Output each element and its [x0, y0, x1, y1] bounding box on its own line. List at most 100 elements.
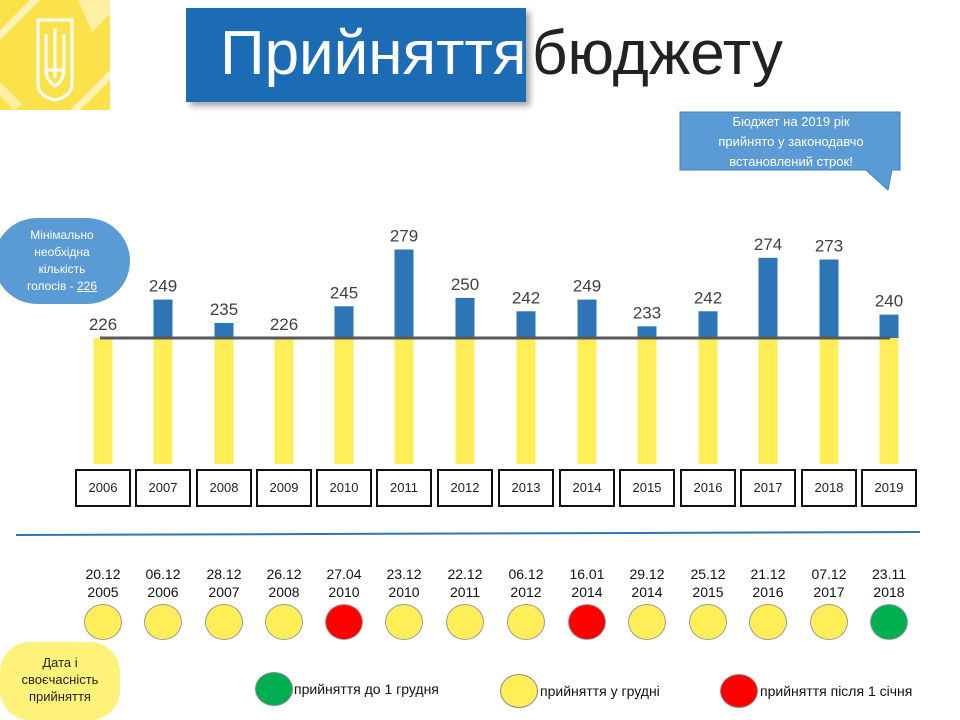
callout-line: прийнято у законодавчо	[718, 134, 864, 149]
min-votes-line: кількість	[38, 262, 86, 276]
excess-votes-bar	[577, 299, 597, 338]
adoption-date: 22.12 2011	[435, 565, 495, 601]
year-label: 2007	[135, 469, 191, 507]
callout-line: встановлений строк!	[729, 154, 853, 169]
min-votes-line: голосів - 226	[14, 278, 110, 295]
excess-votes-bar	[758, 257, 778, 338]
adoption-date-year: 2014	[631, 584, 663, 600]
adoption-status-dot	[265, 604, 303, 640]
min-votes-bubble	[0, 218, 130, 304]
bar-value-label: 274	[754, 235, 782, 254]
threshold-bar	[637, 338, 657, 464]
callout-shape	[679, 111, 901, 191]
adoption-date: 27.04 2010	[314, 565, 374, 601]
adoption-date-year: 2015	[692, 584, 724, 600]
adoption-status-dot	[446, 604, 484, 640]
min-votes-line: необхідна	[34, 245, 90, 259]
threshold-bar	[698, 338, 718, 464]
adoption-status-dot	[205, 604, 243, 640]
adoption-date-year: 2017	[813, 584, 845, 600]
adoption-status-dot	[689, 604, 727, 640]
adoption-date-day: 29.12	[629, 566, 665, 582]
legend-title-line: своєчасність	[21, 672, 99, 687]
legend-title: Дата і своєчасність прийняття	[12, 654, 108, 705]
adoption-status-dot	[507, 604, 545, 640]
year-label: 2006	[75, 469, 131, 507]
adoption-date: 28.12 2007	[194, 565, 254, 601]
excess-votes-bar	[334, 306, 354, 338]
adoption-date: 06.12 2012	[496, 565, 556, 601]
adoption-date: 21.12 2016	[738, 565, 798, 601]
adoption-date-day: 23.12	[386, 566, 422, 582]
callout-line: Бюджет на 2019 рік	[732, 114, 850, 129]
excess-votes-bar	[153, 299, 173, 338]
adoption-date-year: 2010	[328, 584, 360, 600]
adoption-date-year: 2011	[449, 584, 481, 600]
legend-label-december: прийняття у грудні	[540, 683, 660, 699]
adoption-status-dot	[144, 604, 182, 640]
adoption-date-year: 2012	[510, 584, 542, 600]
bar-value-label: 279	[390, 226, 418, 245]
excess-votes-bar	[698, 311, 718, 338]
legend-dot-yellow	[500, 674, 538, 708]
bar-value-label: 226	[270, 315, 298, 334]
section-separator	[15, 531, 921, 536]
threshold-bar	[153, 338, 173, 464]
adoption-status-dot	[810, 604, 848, 640]
bar-value-label: 242	[694, 288, 722, 307]
excess-votes-bar	[455, 297, 475, 338]
year-label: 2012	[437, 469, 493, 507]
year-label: 2018	[801, 469, 857, 507]
year-label: 2013	[498, 469, 554, 507]
year-label: 2008	[196, 469, 252, 507]
min-votes-line: Мінімально	[30, 228, 94, 242]
legend-title-line: Дата і	[42, 655, 78, 670]
adoption-status-dot	[628, 604, 666, 640]
adoption-date-day: 06.12	[508, 566, 544, 582]
coat-of-arms-emblem	[0, 0, 110, 110]
excess-votes-bar	[394, 249, 414, 338]
adoption-date-day: 06.12	[145, 566, 181, 582]
threshold-bar	[577, 338, 597, 464]
bar-value-label: 249	[573, 277, 601, 296]
adoption-date-day: 20.12	[85, 566, 121, 582]
adoption-date-year: 2016	[752, 584, 784, 600]
year-label: 2009	[256, 469, 312, 507]
threshold-bar	[394, 338, 414, 464]
adoption-date-day: 16.01	[569, 566, 605, 582]
threshold-bar	[214, 338, 234, 464]
bar-value-label: 250	[451, 275, 479, 294]
adoption-date-year: 2010	[388, 584, 420, 600]
adoption-date-year: 2006	[147, 584, 179, 600]
adoption-date-day: 25.12	[690, 566, 726, 582]
bar-value-label: 226	[89, 315, 117, 334]
year-label: 2019	[861, 469, 917, 507]
excess-votes-bar	[214, 322, 234, 338]
legend-label-before-dec1: прийняття до 1 грудня	[294, 681, 439, 697]
adoption-date: 16.01 2014	[557, 565, 617, 601]
excess-votes-bar	[879, 314, 899, 338]
threshold-bar	[455, 338, 475, 464]
bar-value-label: 249	[149, 277, 177, 296]
year-label: 2011	[376, 469, 432, 507]
adoption-status-dot	[385, 604, 423, 640]
adoption-date-year: 2005	[87, 584, 119, 600]
adoption-status-dot	[749, 604, 787, 640]
threshold-bar	[516, 338, 536, 464]
min-votes-note: Мінімально необхідна кількість голосів -…	[14, 227, 110, 295]
legend-dot-green	[255, 672, 293, 706]
adoption-status-dot	[568, 604, 606, 640]
bar-value-label: 242	[512, 288, 540, 307]
adoption-date-year: 2018	[873, 584, 905, 600]
bar-value-label: 273	[815, 237, 843, 256]
threshold-bar	[93, 338, 113, 464]
threshold-bar	[819, 338, 839, 464]
page-title-highlight: Прийняття	[186, 8, 527, 102]
adoption-status-dot	[84, 604, 122, 640]
callout-note: Бюджет на 2019 рік прийнято у законодавч…	[682, 112, 900, 172]
legend-title-bubble	[0, 642, 120, 720]
min-votes-value: 226	[77, 279, 98, 293]
adoption-date: 23.12 2010	[374, 565, 434, 601]
adoption-status-dot	[870, 604, 908, 640]
